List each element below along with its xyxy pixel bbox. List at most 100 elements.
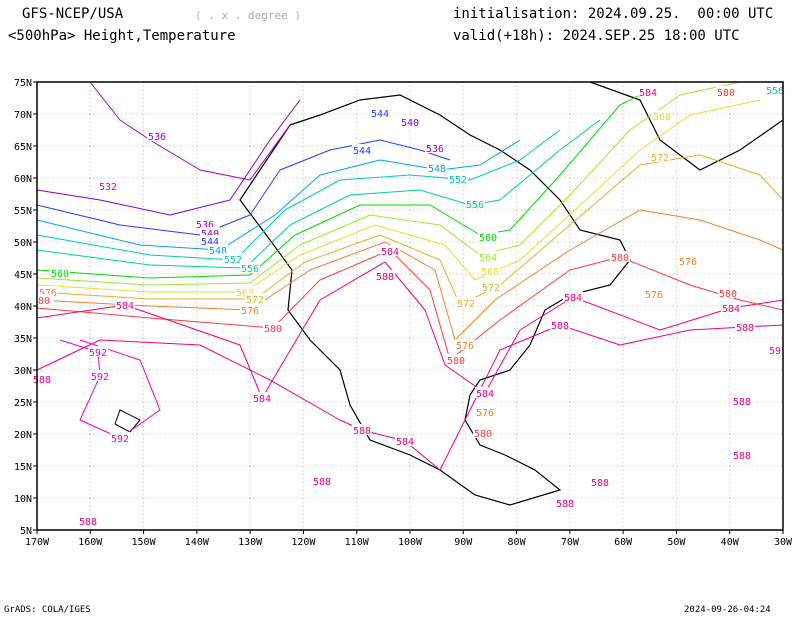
contour-label: 584 — [396, 437, 414, 448]
lat-tick-label: 60N — [14, 174, 32, 185]
contour-label: 564 — [479, 253, 497, 264]
contour-label: 592 — [91, 372, 109, 383]
lon-tick-label: 90W — [454, 537, 473, 548]
lon-tick-label: 160W — [78, 537, 103, 548]
contour-label: 568 — [653, 112, 671, 123]
lat-tick-label: 50N — [14, 238, 32, 249]
contour-label: 544 — [371, 109, 389, 120]
lat-tick-label: 75N — [14, 78, 32, 89]
contour-556 — [36, 119, 601, 269]
contour-label-bg — [200, 227, 220, 238]
contour-label-bg — [765, 344, 785, 355]
contour-label: 540 — [401, 118, 419, 129]
model-title: GFS-NCEP/USA — [22, 6, 124, 22]
lon-tick-label: 130W — [238, 537, 263, 548]
contour-label: 536 — [196, 220, 214, 231]
contour-552 — [36, 129, 561, 261]
contour-label: 552 — [449, 175, 467, 186]
resolution-label: ( . x . degree ) — [195, 9, 301, 22]
contour-label: 588 — [736, 323, 754, 334]
contour-label: 576 — [679, 257, 697, 268]
contour-label-bg — [718, 287, 738, 298]
contour-label-bg — [455, 339, 475, 350]
coastline-hawaii — [114, 409, 141, 433]
contour-592 — [59, 339, 161, 439]
footer-credit: GrADS: COLA/IGES — [4, 605, 91, 615]
contour-label-bg — [32, 373, 52, 384]
contour-label-bg — [480, 265, 500, 276]
contour-label: 572 — [246, 295, 264, 306]
contour-label: 584 — [564, 293, 582, 304]
contour-label-bg — [638, 86, 658, 97]
contour-label-bg — [352, 144, 372, 155]
contour-label: 580 — [474, 429, 492, 440]
contour-label: 584 — [116, 301, 134, 312]
lat-tick-label: 20N — [14, 430, 32, 441]
contour-540 — [36, 99, 301, 216]
contour-label: 580 — [719, 289, 737, 300]
contour-label-bg — [223, 253, 243, 264]
contour-label: 568 — [481, 267, 499, 278]
contour-label: 580 — [717, 88, 735, 99]
contour-label-bg — [465, 198, 485, 209]
lon-tick-label: 170W — [25, 537, 50, 548]
footer-timestamp: 2024-09-26-04:24 — [684, 605, 771, 615]
contour-label: 556 — [241, 264, 259, 275]
contour-label-bg — [732, 449, 752, 460]
contour-label-bg — [425, 142, 445, 153]
contour-588 — [36, 324, 784, 471]
lon-tick-label: 80W — [508, 537, 527, 548]
lon-tick-label: 60W — [614, 537, 633, 548]
lon-tick-label: 100W — [398, 537, 423, 548]
contour-label: 588 — [733, 397, 751, 408]
contour-label-bg — [732, 395, 752, 406]
contour-label: 572 — [457, 299, 475, 310]
contour-label: 532 — [99, 182, 117, 193]
contour-label-bg — [380, 245, 400, 256]
contour-label: 588 — [733, 451, 751, 462]
contour-label: 588 — [556, 499, 574, 510]
contour-label: 584 — [722, 304, 740, 315]
contour-label: 576 — [645, 290, 663, 301]
contour-label-bg — [678, 255, 698, 266]
contour-label-bg — [555, 497, 575, 508]
contour-label-bg — [475, 387, 495, 398]
contour-label-bg — [456, 297, 476, 308]
contour-label-bg — [473, 427, 493, 438]
contour-label-bg — [195, 218, 215, 229]
contour-label-bg — [590, 476, 610, 487]
contour-label-bg — [481, 281, 501, 292]
lon-tick-label: 110W — [345, 537, 370, 548]
contour-label-bg — [375, 270, 395, 281]
lon-tick-label: 140W — [185, 537, 210, 548]
contour-label-bg — [312, 475, 332, 486]
lon-tick-label: 50W — [667, 537, 686, 548]
contour-label-bg — [370, 107, 390, 118]
coastline-greenland — [589, 81, 784, 171]
coastline-north-america — [239, 94, 631, 506]
contour-label: 580 — [447, 356, 465, 367]
contour-label-bg — [395, 435, 415, 446]
contour-label: 552 — [224, 255, 242, 266]
contour-label: 584 — [639, 88, 657, 99]
contour-label-bg — [38, 286, 58, 297]
lon-tick-label: 70W — [561, 537, 580, 548]
contour-label-bg — [478, 251, 498, 262]
contour-560 — [36, 89, 651, 279]
contour-label-bg — [563, 291, 583, 302]
contour-label-bg — [263, 322, 283, 333]
initialisation-time: initialisation: 2024.09.25. 00:00 UTC — [453, 6, 774, 22]
contour-label-bg — [475, 406, 495, 417]
contour-label: 580 — [264, 324, 282, 335]
contour-label: 588 — [313, 477, 331, 488]
contour-label: 540 — [201, 229, 219, 240]
contour-label-bg — [721, 302, 741, 313]
contour-label: 580 — [611, 253, 629, 264]
contour-label-bg — [98, 180, 118, 191]
lat-tick-label: 70N — [14, 110, 32, 121]
contour-label: 544 — [353, 146, 371, 157]
lat-tick-label: 30N — [14, 366, 32, 377]
contour-568 — [36, 99, 761, 293]
contour-label: 588 — [353, 426, 371, 437]
lat-tick-label: 40N — [14, 302, 32, 313]
